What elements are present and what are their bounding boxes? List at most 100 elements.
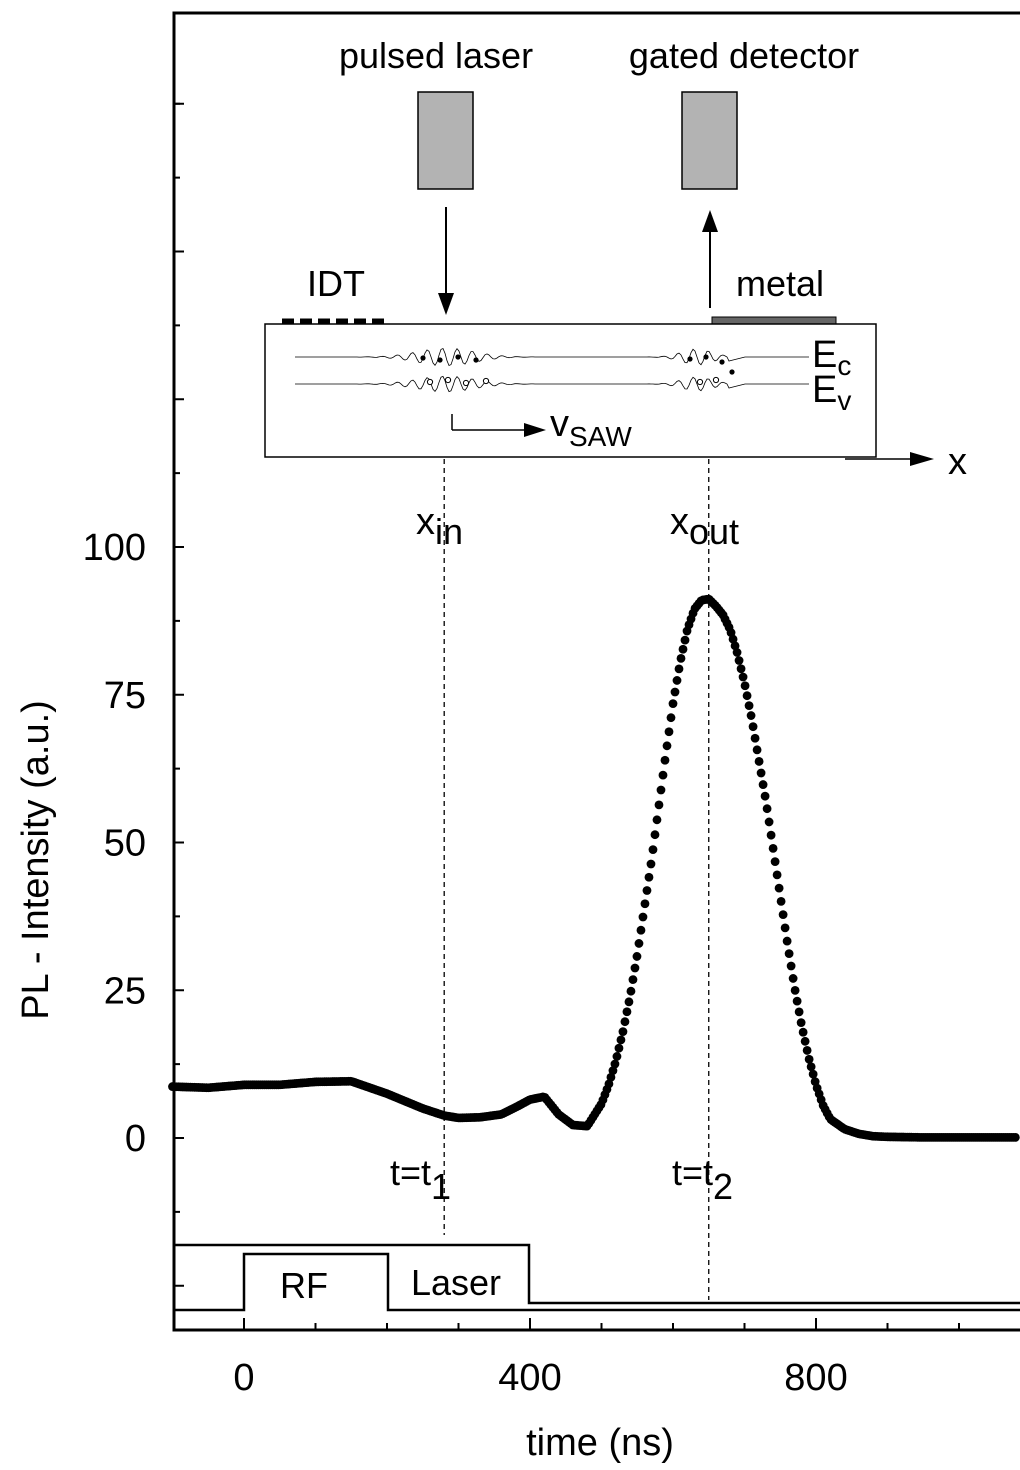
x-in-label: xin [416, 501, 463, 552]
data-point [766, 830, 776, 840]
data-point [734, 656, 744, 665]
hole-marker [462, 379, 470, 387]
valence-band-line [295, 375, 809, 393]
data-point [774, 883, 784, 893]
gated-detector-box [681, 91, 738, 190]
data-point [728, 634, 738, 644]
data-point [776, 896, 786, 906]
data-point [794, 1007, 804, 1017]
data-point [616, 1035, 626, 1045]
electron-marker [687, 356, 693, 362]
vsaw-arrowhead [524, 423, 546, 437]
idt-label: IDT [307, 263, 365, 304]
data-point [764, 817, 774, 827]
t2-label: t=t2 [672, 1152, 733, 1207]
data-point [610, 1059, 620, 1069]
x-axis-label: time (ns) [526, 1422, 674, 1464]
data-point [736, 664, 746, 674]
gated-detector-label: gated detector [629, 35, 859, 76]
data-point [750, 733, 760, 743]
data-point [614, 1043, 624, 1053]
plot-frame [172, 11, 1020, 1332]
data-point [806, 1062, 816, 1072]
sample-box [264, 323, 877, 458]
data-point [760, 791, 770, 801]
rf-pulse-label: RF [280, 1265, 328, 1306]
data-point [744, 701, 754, 711]
x-tick-label: 0 [233, 1357, 254, 1399]
data-points [168, 594, 1020, 1142]
data-point [680, 635, 690, 645]
data-point [608, 1066, 618, 1076]
data-point [798, 1027, 808, 1037]
data-point [662, 741, 672, 751]
data-point [652, 815, 662, 825]
data-point [628, 975, 638, 985]
electron-marker [703, 354, 709, 360]
rf-pulse-trace [174, 1252, 1020, 1312]
conduction-band-line [295, 347, 809, 367]
data-point [654, 800, 664, 810]
ev-label: Ev [812, 369, 851, 416]
data-point [748, 722, 758, 732]
electron-marker [729, 369, 735, 375]
data-point [768, 844, 778, 853]
hole-marker [482, 377, 490, 385]
data-point [742, 691, 752, 701]
data-point [754, 757, 764, 766]
data-point [756, 768, 766, 778]
electron-marker [420, 355, 426, 361]
data-point [752, 745, 762, 755]
y-axis-ticks: 0 25 50 75 100 [83, 102, 184, 1287]
pulsed-laser-label: pulsed laser [339, 35, 533, 76]
y-tick-label: 0 [125, 1118, 146, 1160]
pulsed-laser-box [417, 91, 474, 190]
x-tick-label: 800 [784, 1357, 847, 1399]
laser-pulse-label: Laser [411, 1262, 501, 1303]
data-point [626, 986, 636, 996]
data-point [678, 644, 688, 654]
t1-label: t=t1 [390, 1152, 451, 1207]
y-axis-label: PL - Intensity (a.u.) [15, 700, 57, 1020]
data-point [672, 676, 682, 685]
electron-marker [455, 354, 461, 360]
data-point [642, 886, 652, 895]
data-point [788, 974, 798, 983]
data-point [612, 1052, 622, 1061]
data-point [802, 1046, 812, 1055]
data-point [770, 857, 780, 867]
data-point [630, 963, 640, 973]
data-point [790, 985, 800, 995]
data-point [606, 1072, 616, 1082]
data-point [808, 1069, 818, 1079]
data-point [784, 949, 794, 959]
data-point [782, 936, 792, 946]
laser-pulse-trace [174, 1243, 1020, 1305]
y-tick-label: 50 [104, 823, 146, 865]
detector-arrowhead [702, 210, 718, 232]
data-point [648, 845, 658, 854]
data-point [796, 1018, 806, 1028]
data-point [730, 641, 740, 651]
data-point [640, 899, 650, 909]
data-point [624, 997, 634, 1007]
data-point [1010, 1133, 1020, 1142]
data-point [762, 804, 772, 814]
data-point [664, 727, 674, 737]
data-point [604, 1079, 614, 1089]
electron-marker [719, 359, 725, 365]
data-point [758, 780, 768, 789]
data-point [668, 699, 678, 709]
hole-marker [712, 376, 720, 384]
ec-label: Ec [812, 334, 851, 381]
data-point [746, 711, 756, 720]
x-tick-label: 400 [498, 1357, 561, 1399]
hole-marker [444, 376, 452, 384]
data-point [644, 872, 654, 882]
data-point [666, 713, 676, 723]
y-tick-label: 100 [83, 527, 146, 569]
y-tick-label: 25 [104, 970, 146, 1012]
hole-marker [696, 378, 704, 386]
data-point [658, 770, 668, 780]
data-point [632, 952, 642, 961]
